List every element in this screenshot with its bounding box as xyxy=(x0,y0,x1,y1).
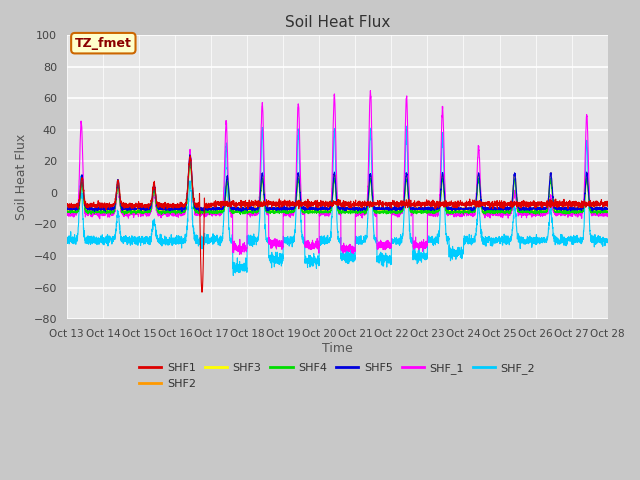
Legend: SHF1, SHF2, SHF3, SHF4, SHF5, SHF_1, SHF_2: SHF1, SHF2, SHF3, SHF4, SHF5, SHF_1, SHF… xyxy=(135,359,540,393)
Title: Soil Heat Flux: Soil Heat Flux xyxy=(285,15,390,30)
Text: TZ_fmet: TZ_fmet xyxy=(75,36,132,50)
X-axis label: Time: Time xyxy=(322,342,353,355)
Y-axis label: Soil Heat Flux: Soil Heat Flux xyxy=(15,134,28,220)
